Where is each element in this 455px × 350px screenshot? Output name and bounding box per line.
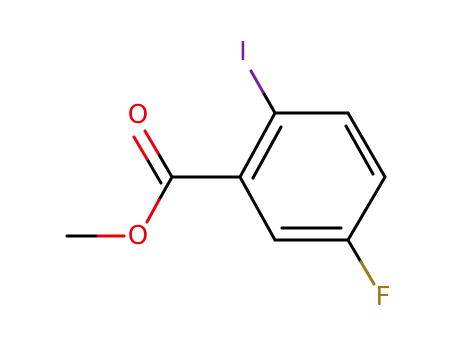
bond xyxy=(143,129,160,155)
atom-label: F xyxy=(376,282,391,312)
bond xyxy=(346,175,387,242)
bond xyxy=(145,198,161,224)
bond xyxy=(145,157,163,185)
bond xyxy=(344,124,375,176)
bond xyxy=(261,90,277,115)
atom-label: O xyxy=(128,100,148,130)
bond xyxy=(249,69,265,94)
atom-label: O xyxy=(128,221,148,251)
bond xyxy=(157,175,174,202)
atom-label: I xyxy=(239,37,247,67)
bond xyxy=(346,238,363,264)
bonds xyxy=(65,69,387,286)
bond xyxy=(359,260,376,286)
bond xyxy=(251,125,283,180)
bond xyxy=(238,111,277,179)
bond xyxy=(156,151,174,179)
bond xyxy=(346,111,387,179)
bond xyxy=(238,175,277,242)
bond xyxy=(132,135,149,161)
